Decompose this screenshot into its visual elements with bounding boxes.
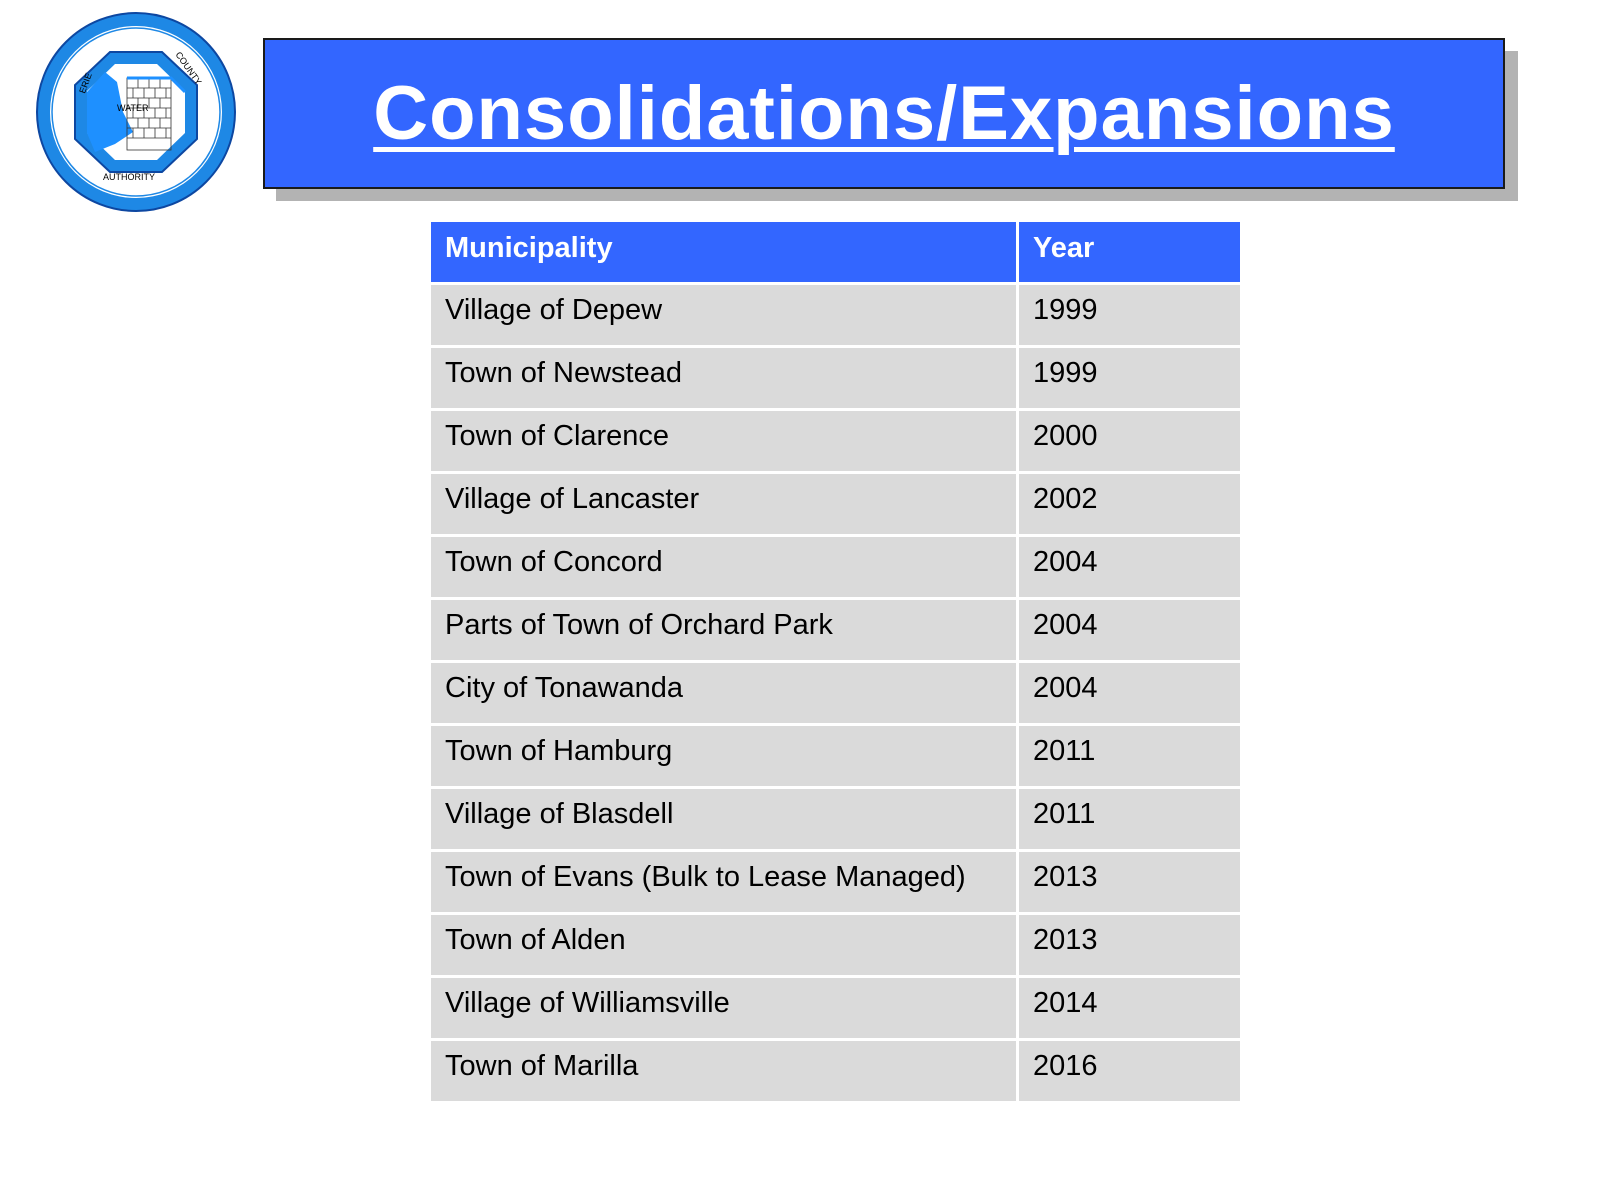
cell-year: 2004 bbox=[1019, 537, 1240, 597]
cell-year: 2013 bbox=[1019, 915, 1240, 975]
page-title: Consolidations/Expansions bbox=[373, 71, 1395, 156]
cell-municipality: Town of Concord bbox=[431, 537, 1016, 597]
cell-municipality: Town of Hamburg bbox=[431, 726, 1016, 786]
cell-municipality: Town of Marilla bbox=[431, 1041, 1016, 1101]
logo-bottom-text: AUTHORITY bbox=[103, 172, 155, 182]
table-row: Village of Blasdell 2011 bbox=[431, 789, 1240, 849]
cell-year: 2004 bbox=[1019, 663, 1240, 723]
table-row: Town of Clarence 2000 bbox=[431, 411, 1240, 471]
cell-municipality: Village of Depew bbox=[431, 285, 1016, 345]
cell-municipality: Town of Alden bbox=[431, 915, 1016, 975]
cell-year: 2011 bbox=[1019, 726, 1240, 786]
cell-municipality: Town of Clarence bbox=[431, 411, 1016, 471]
cell-municipality: Town of Evans (Bulk to Lease Managed) bbox=[431, 852, 1016, 912]
cell-year: 2004 bbox=[1019, 600, 1240, 660]
table-row: Parts of Town of Orchard Park 2004 bbox=[431, 600, 1240, 660]
table-row: Town of Concord 2004 bbox=[431, 537, 1240, 597]
erie-county-water-authority-logo: WATER ERIE COUNTY AUTHORITY bbox=[36, 12, 236, 212]
table-row: City of Tonawanda 2004 bbox=[431, 663, 1240, 723]
table-row: Town of Hamburg 2011 bbox=[431, 726, 1240, 786]
table-row: Village of Williamsville 2014 bbox=[431, 978, 1240, 1038]
cell-year: 1999 bbox=[1019, 348, 1240, 408]
cell-municipality: Parts of Town of Orchard Park bbox=[431, 600, 1016, 660]
header-year: Year bbox=[1019, 222, 1240, 282]
cell-municipality: Town of Newstead bbox=[431, 348, 1016, 408]
header-municipality: Municipality bbox=[431, 222, 1016, 282]
table-row: Town of Evans (Bulk to Lease Managed) 20… bbox=[431, 852, 1240, 912]
cell-year: 2016 bbox=[1019, 1041, 1240, 1101]
cell-municipality: Village of Blasdell bbox=[431, 789, 1016, 849]
cell-municipality: City of Tonawanda bbox=[431, 663, 1016, 723]
table-row: Town of Marilla 2016 bbox=[431, 1041, 1240, 1101]
cell-year: 2000 bbox=[1019, 411, 1240, 471]
title-banner: Consolidations/Expansions bbox=[263, 38, 1505, 189]
cell-year: 2014 bbox=[1019, 978, 1240, 1038]
table-row: Town of Alden 2013 bbox=[431, 915, 1240, 975]
cell-year: 2011 bbox=[1019, 789, 1240, 849]
table-row: Village of Depew 1999 bbox=[431, 285, 1240, 345]
cell-municipality: Village of Williamsville bbox=[431, 978, 1016, 1038]
table-row: Village of Lancaster 2002 bbox=[431, 474, 1240, 534]
cell-year: 2013 bbox=[1019, 852, 1240, 912]
table-row: Town of Newstead 1999 bbox=[431, 348, 1240, 408]
cell-year: 2002 bbox=[1019, 474, 1240, 534]
consolidations-table: Municipality Year Village of Depew 1999 … bbox=[428, 219, 1243, 1104]
table-header-row: Municipality Year bbox=[431, 222, 1240, 282]
cell-year: 1999 bbox=[1019, 285, 1240, 345]
logo-center-text: WATER bbox=[117, 103, 149, 113]
cell-municipality: Village of Lancaster bbox=[431, 474, 1016, 534]
